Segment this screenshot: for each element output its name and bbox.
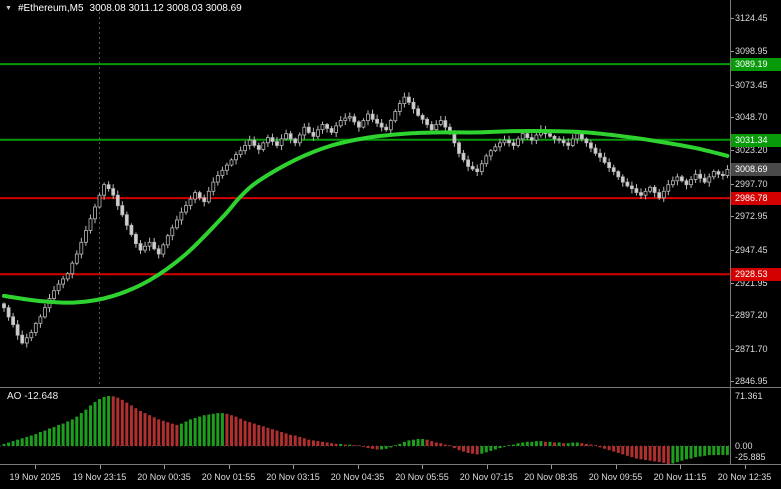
resistance-lower-price-tag: 3031.34 (731, 133, 781, 147)
time-tick (35, 465, 36, 469)
resistance-upper-price-tag: 3089.19 (731, 58, 781, 72)
time-tick (551, 465, 552, 469)
price-tick-mark (731, 216, 734, 218)
price-axis[interactable]: 3124.45 3098.95 3073.45 3048.70 3023.20 2997.… (730, 0, 781, 464)
time-label: 20 Nov 11:15 (653, 472, 707, 482)
price-tick-mark (731, 315, 734, 317)
price-tick-label: 3098.95 (735, 46, 768, 57)
time-tick (486, 465, 488, 469)
time-tick (99, 465, 101, 469)
axis-separator (0, 464, 781, 465)
chart-header: ▼ #Ethereum,M5 3008.08 3011.12 3008.03 3… (5, 3, 242, 14)
ohlc-values-label: 3008.08 3011.12 3008.03 3008.69 (89, 3, 242, 14)
price-tick-label: 3124.45 (735, 13, 768, 23)
time-tick (293, 465, 294, 469)
price-tick-mark (731, 117, 734, 119)
time-tick (744, 465, 746, 469)
price-tick-label: 3048.70 (735, 112, 768, 123)
time-tick (615, 465, 617, 469)
time-tick (422, 465, 423, 469)
ao-tick-label: 0.00 (735, 441, 753, 451)
candles[interactable] (2, 92, 730, 348)
time-label: 20 Nov 09:55 (588, 472, 643, 482)
support-upper-price-tag: 2986.78 (731, 192, 781, 206)
price-tick-mark (731, 51, 734, 53)
price-tick-label: 3073.45 (735, 79, 768, 90)
ao-tick-label: 71.361 (735, 391, 763, 402)
pane-separator[interactable] (0, 387, 781, 388)
price-tick-label: 2947.45 (735, 244, 768, 255)
ao-tick-label: -25.885 (735, 452, 766, 462)
time-label: 20 Nov 00:35 (137, 472, 191, 482)
time-axis[interactable]: 19 Nov 2025 19 Nov 23:15 20 Nov 00:35 20 No… (0, 465, 781, 489)
price-tick-mark (731, 150, 734, 152)
time-tick (228, 465, 230, 469)
price-tick-label: 2972.95 (735, 211, 768, 222)
symbol-dropdown-icon[interactable]: ▼ (5, 4, 12, 12)
time-label: 20 Nov 03:15 (266, 472, 320, 482)
time-label: 20 Nov 04:35 (330, 472, 385, 482)
time-label: 20 Nov 05:55 (395, 472, 449, 482)
symbol-period-label: #Ethereum,M5 (17, 3, 84, 14)
time-tick (357, 465, 359, 469)
time-label: 20 Nov 08:35 (524, 472, 578, 482)
price-tick-mark (731, 381, 734, 382)
moving-average-line[interactable] (2, 128, 730, 305)
price-chart-canvas[interactable] (0, 0, 730, 387)
time-tick (164, 465, 165, 469)
support-lower-price-tag: 2928.53 (731, 268, 781, 282)
price-tick-mark (731, 282, 734, 284)
price-tick-label: 2897.20 (735, 310, 768, 321)
price-tick-mark (731, 84, 734, 86)
price-tick-mark (731, 18, 734, 19)
price-tick-mark (731, 183, 734, 185)
price-tick-label: 2871.70 (735, 343, 768, 354)
price-tick-label: 2997.70 (735, 178, 768, 189)
ao-indicator-canvas[interactable] (0, 388, 730, 464)
time-label: 19 Nov 2025 (9, 472, 61, 482)
time-tick (680, 465, 681, 469)
current-price-tag: 3008.69 (731, 163, 781, 177)
ao-indicator-label: AO -12.648 (7, 391, 59, 402)
price-tick-label: 2846.95 (735, 376, 768, 386)
time-label: 20 Nov 12:35 (717, 472, 772, 482)
time-label: 20 Nov 01:55 (201, 472, 256, 482)
ao-histogram (2, 396, 729, 464)
price-tick-mark (731, 348, 734, 350)
time-label: 19 Nov 23:15 (72, 472, 127, 482)
time-label: 20 Nov 07:15 (459, 472, 514, 482)
price-tick-label: 2921.95 (735, 277, 768, 288)
price-tick-label: 3023.20 (735, 145, 768, 156)
price-tick-mark (731, 249, 734, 251)
